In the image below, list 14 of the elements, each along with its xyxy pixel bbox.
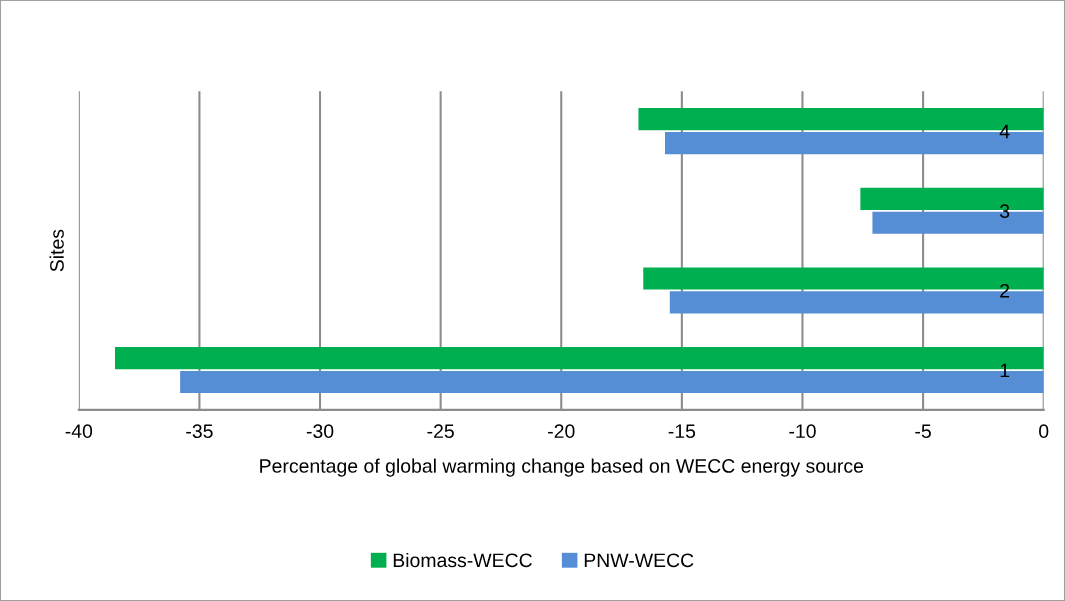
x-tick-label: -5 (915, 424, 931, 439)
legend-label: Biomass-WECC (393, 552, 532, 568)
x-tick-label: 0 (1039, 424, 1049, 439)
x-tick-label: -40 (65, 424, 93, 439)
y-tick-label: 3 (1000, 204, 1010, 219)
x-tick-label: -30 (306, 424, 334, 439)
x-tick-label: -25 (427, 424, 454, 439)
x-tick-label: -10 (789, 424, 816, 439)
x-tick-label: -20 (548, 424, 575, 439)
x-tick-label: -35 (186, 424, 213, 439)
y-axis-title: Sites (49, 229, 64, 272)
x-axis-title: Percentage of global warming change based on WECC energy source (260, 458, 864, 477)
legend-label: PNW-WECC (584, 553, 694, 568)
x-tick-label: -15 (668, 424, 696, 439)
